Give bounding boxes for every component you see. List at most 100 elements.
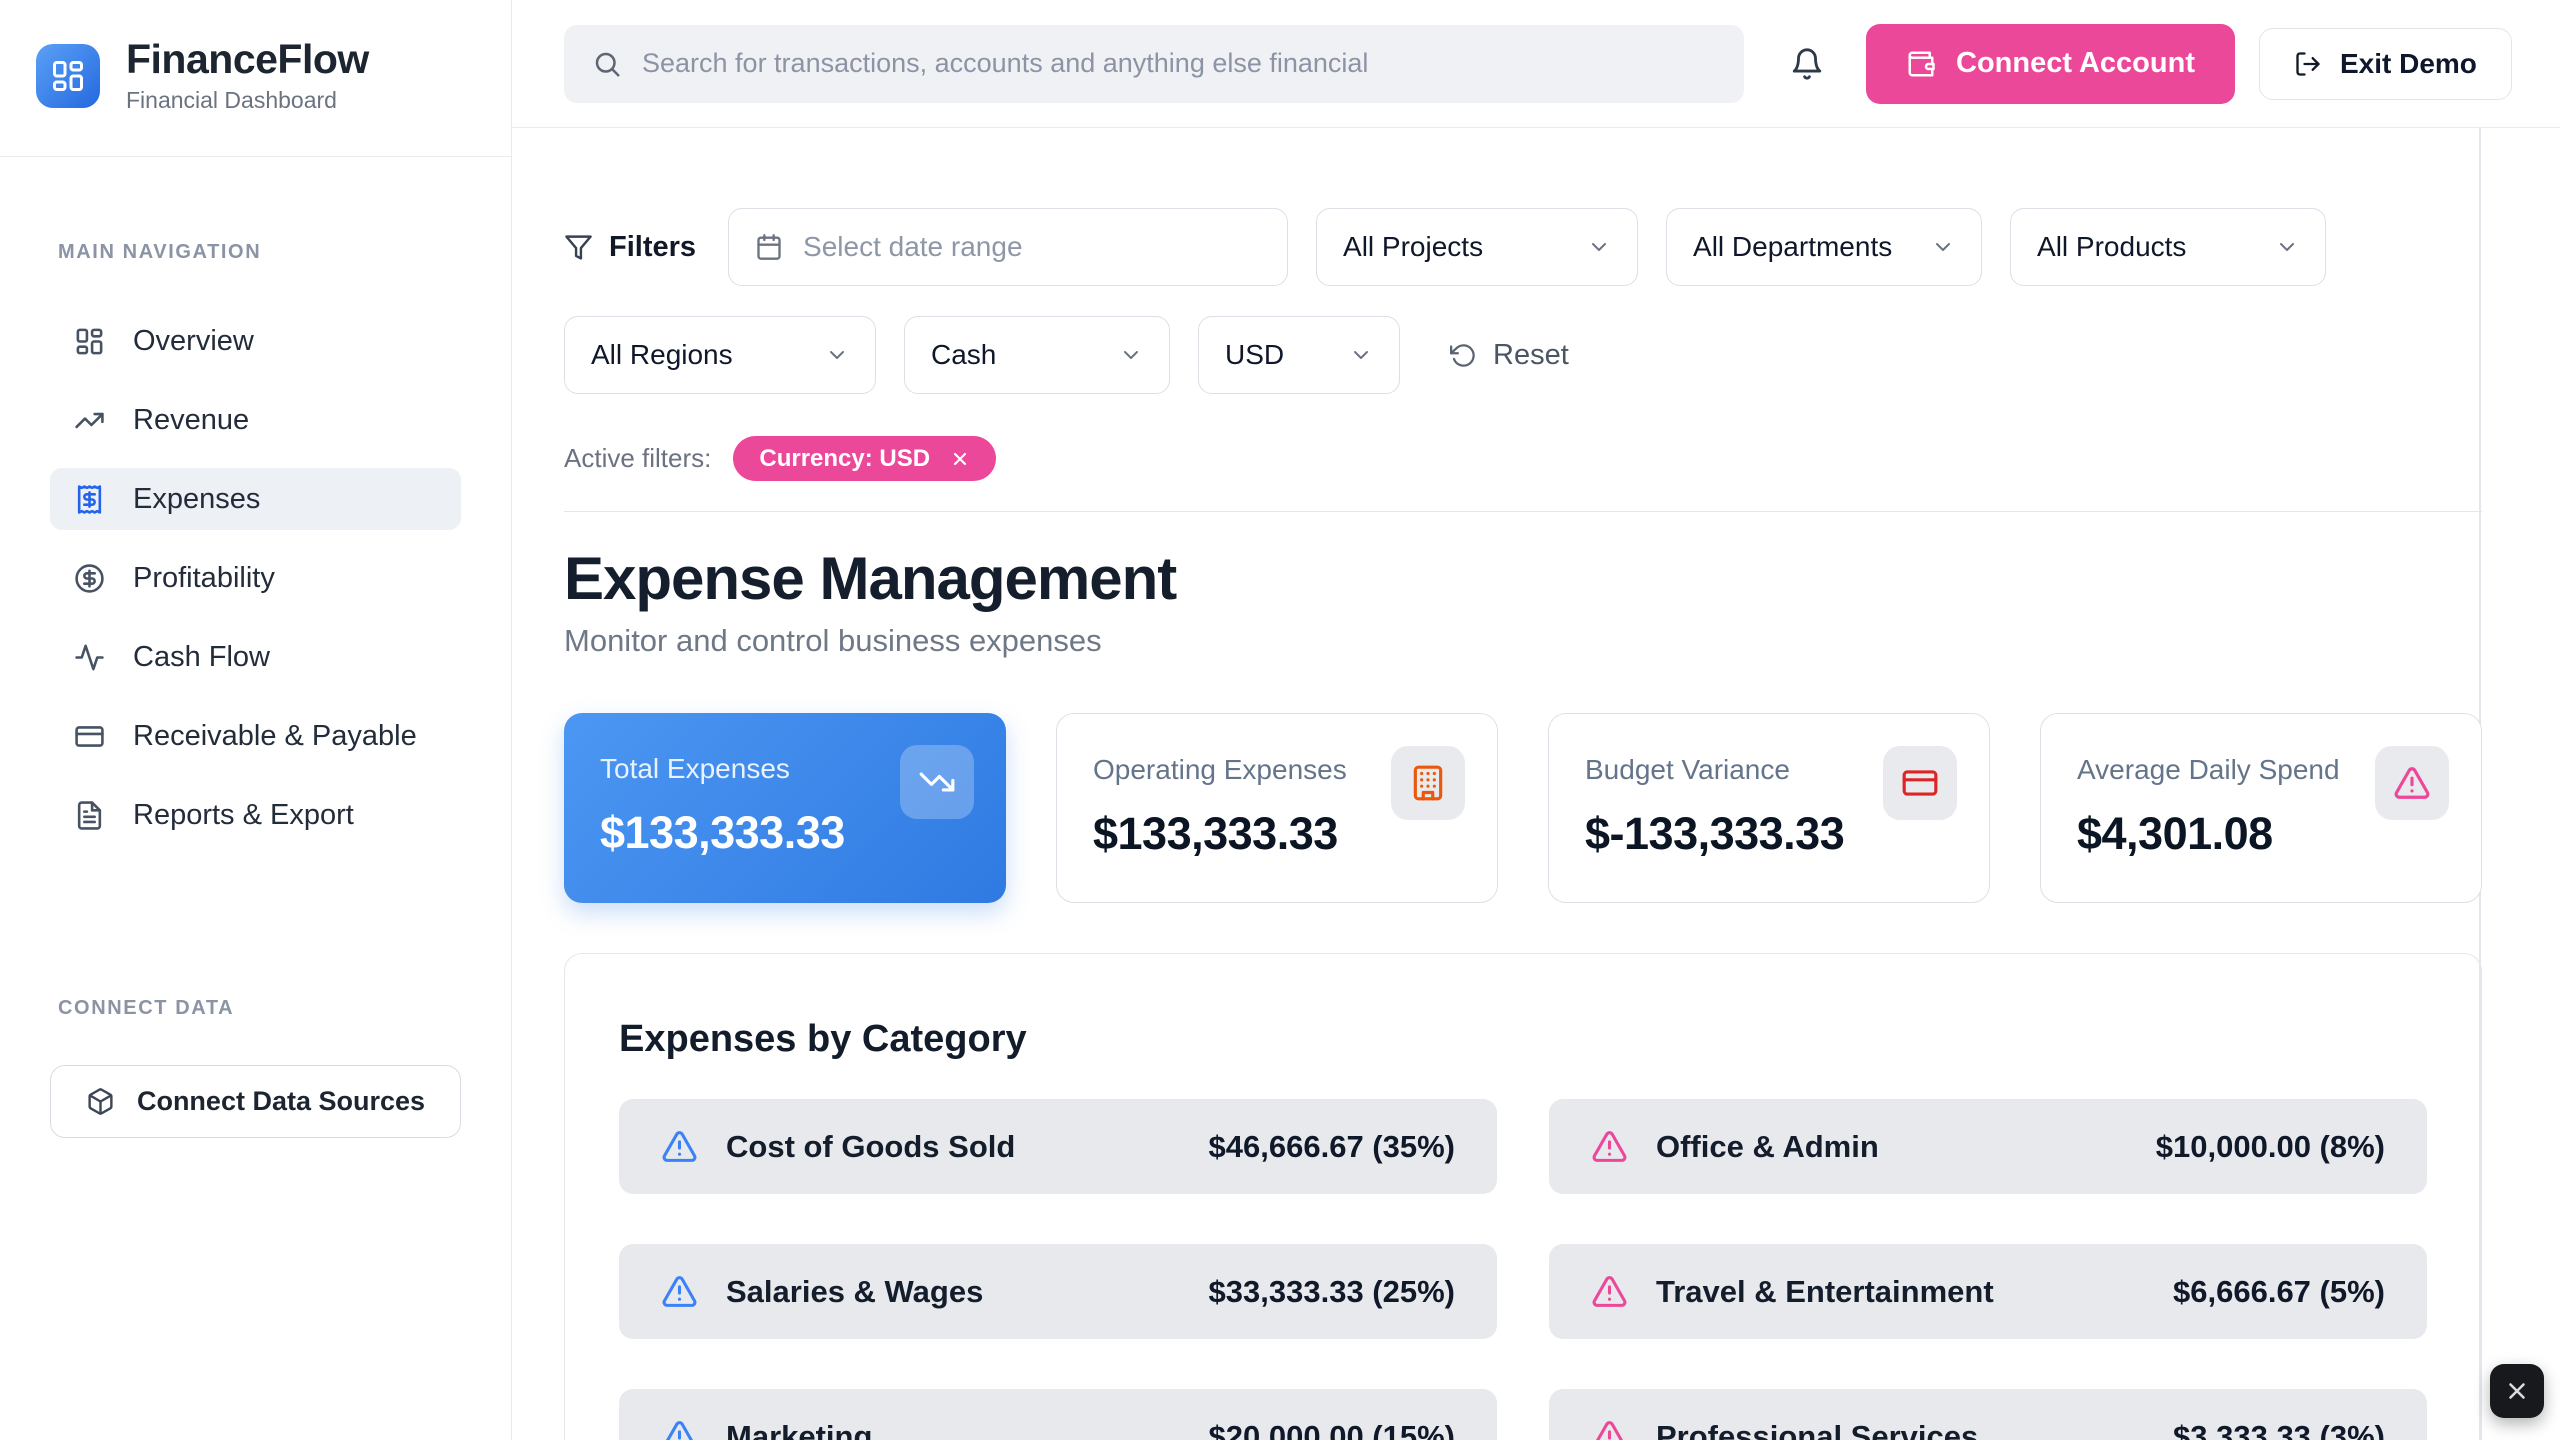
remove-filter-icon[interactable] <box>950 449 970 469</box>
alert-triangle-icon <box>1592 1421 1627 1440</box>
exit-demo-button[interactable]: Exit Demo <box>2258 27 2512 100</box>
active-filters-label: Active filters: <box>564 443 712 473</box>
credit-card-icon <box>1902 770 1938 796</box>
section-divider <box>564 511 2482 512</box>
sidebar-item-overview[interactable]: Overview <box>50 310 461 372</box>
alert-triangle-icon <box>1592 1276 1627 1307</box>
brand: FinanceFlow Financial Dashboard <box>0 0 511 158</box>
rotate-ccw-icon <box>1450 343 1475 367</box>
category-value: $33,333.33 (25%) <box>1208 1273 1455 1309</box>
chevron-down-icon <box>1354 351 1368 359</box>
category-row-salaries-wages: Salaries & Wages $33,333.33 (25%) <box>619 1244 1497 1339</box>
category-row-travel-entertainment: Travel & Entertainment $6,666.67 (5%) <box>1549 1244 2427 1339</box>
category-row-office-admin: Office & Admin $10,000.00 (8%) <box>1549 1099 2427 1194</box>
sidebar-item-label: Revenue <box>133 403 250 436</box>
filters-row-2: All Regions Cash USD Reset <box>564 316 2482 394</box>
topbar: Connect Account Exit Demo <box>512 0 2560 128</box>
category-grid: Cost of Goods Sold $46,666.67 (35%) Offi… <box>619 1099 2427 1440</box>
products-select[interactable]: All Products <box>2010 208 2327 286</box>
stat-card-total-expenses: Total Expenses $133,333.33 <box>564 713 1006 903</box>
exit-demo-label: Exit Demo <box>2339 47 2477 79</box>
funnel-icon <box>565 234 592 260</box>
reset-filters-button[interactable]: Reset <box>1450 339 1569 372</box>
sidebar-item-expenses[interactable]: Expenses <box>50 468 461 531</box>
sidebar-item-label: Reports & Export <box>133 798 354 831</box>
chevron-down-icon <box>1936 243 1951 251</box>
app-subtitle: Financial Dashboard <box>126 87 337 114</box>
sidebar-item-reports-export[interactable]: Reports & Export <box>50 784 461 846</box>
accounting-basis-select[interactable]: Cash <box>904 316 1170 394</box>
stat-card-budget-variance: Budget Variance $-133,333.33 <box>1548 713 1990 903</box>
sidebar-item-label: Overview <box>133 324 254 357</box>
receipt-icon <box>77 484 102 514</box>
stat-cards: Total Expenses $133,333.33 Operating Exp… <box>564 713 2482 903</box>
close-icon <box>2509 1383 2525 1399</box>
cube-icon <box>88 1088 113 1115</box>
connect-data-sources-button[interactable]: Connect Data Sources <box>50 1065 461 1139</box>
overlay-close-button[interactable] <box>2490 1364 2544 1418</box>
stat-value: $4,301.08 <box>2077 808 2273 859</box>
category-row-professional-services: Professional Services $3,333.33 (3%) <box>1549 1389 2427 1440</box>
sidebar-item-revenue[interactable]: Revenue <box>50 389 461 451</box>
category-name: Professional Services <box>1656 1418 1979 1440</box>
building-icon <box>1413 765 1443 801</box>
app-logo-icon <box>36 44 100 109</box>
expenses-by-category-card: Expenses by Category Cost of Goods Sold … <box>564 953 2482 1440</box>
page-title: Expense Management <box>564 545 1177 612</box>
category-row-cost-of-goods-sold: Cost of Goods Sold $46,666.67 (35%) <box>619 1099 1497 1194</box>
sidebar-item-receivable-payable[interactable]: Receivable & Payable <box>50 705 461 767</box>
filters-header: Filters <box>564 231 696 264</box>
search-icon <box>595 52 620 76</box>
stat-label: Total Expenses <box>600 753 790 784</box>
departments-select-value: All Departments <box>1693 231 1893 262</box>
accounting-basis-value: Cash <box>931 339 997 370</box>
date-range-input[interactable] <box>803 231 1262 263</box>
activity-icon <box>75 644 104 670</box>
filters-row-1: Filters All Projects All Departments All… <box>564 208 2482 286</box>
category-name: Salaries & Wages <box>726 1273 984 1309</box>
file-text-icon <box>77 800 102 830</box>
category-row-marketing: Marketing $20,000.00 (15%) <box>619 1389 1497 1440</box>
chevron-down-icon <box>2280 243 2295 251</box>
global-search[interactable] <box>564 24 1744 103</box>
products-select-value: All Products <box>2037 231 2187 262</box>
dashboard-icon <box>76 328 103 354</box>
category-name: Office & Admin <box>1656 1128 1879 1164</box>
stat-label: Budget Variance <box>1585 754 1790 785</box>
connect-account-label: Connect Account <box>1956 47 2195 79</box>
alert-triangle-icon <box>2394 767 2430 799</box>
stat-card-operating-expenses: Operating Expenses $133,333.33 <box>1056 713 1498 903</box>
departments-select[interactable]: All Departments <box>1666 208 1983 286</box>
stat-value: $-133,333.33 <box>1585 808 1845 859</box>
expenses-by-category-title: Expenses by Category <box>619 1018 1027 1060</box>
category-value: $6,666.67 (5%) <box>2173 1273 2385 1309</box>
alert-triangle-icon <box>662 1276 697 1307</box>
stat-label: Operating Expenses <box>1093 754 1347 785</box>
chevron-down-icon <box>1124 351 1138 359</box>
search-input[interactable] <box>642 48 1716 79</box>
stat-label: Average Daily Spend <box>2077 754 2340 785</box>
projects-select-value: All Projects <box>1343 231 1484 262</box>
trending-up-icon <box>75 412 104 428</box>
trending-down-icon <box>919 772 955 792</box>
regions-select[interactable]: All Regions <box>564 316 876 394</box>
bell-icon[interactable] <box>1790 47 1824 81</box>
sidebar-item-cash-flow[interactable]: Cash Flow <box>50 626 461 688</box>
calendar-icon <box>757 234 781 260</box>
content: Filters All Projects All Departments All… <box>512 128 2560 1440</box>
category-value: $20,000.00 (15%) <box>1208 1418 1455 1440</box>
logout-icon <box>2296 51 2320 76</box>
category-name: Travel & Entertainment <box>1656 1273 1994 1309</box>
connect-account-button[interactable]: Connect Account <box>1866 23 2235 104</box>
alert-triangle-icon <box>1592 1131 1627 1162</box>
active-filters: Active filters: Currency: USD <box>564 436 2482 481</box>
sidebar-item-profitability[interactable]: Profitability <box>50 547 461 609</box>
page-subtitle: Monitor and control business expenses <box>564 623 1102 658</box>
main-area: Connect Account Exit Demo Filters <box>512 0 2560 1440</box>
chip-text: Currency: USD <box>759 444 931 472</box>
projects-select[interactable]: All Projects <box>1316 208 1639 286</box>
date-range-field[interactable] <box>728 208 1289 286</box>
currency-filter-chip[interactable]: Currency: USD <box>733 436 997 481</box>
currency-select[interactable]: USD <box>1198 316 1400 394</box>
sidebar-item-label: Receivable & Payable <box>133 719 417 752</box>
